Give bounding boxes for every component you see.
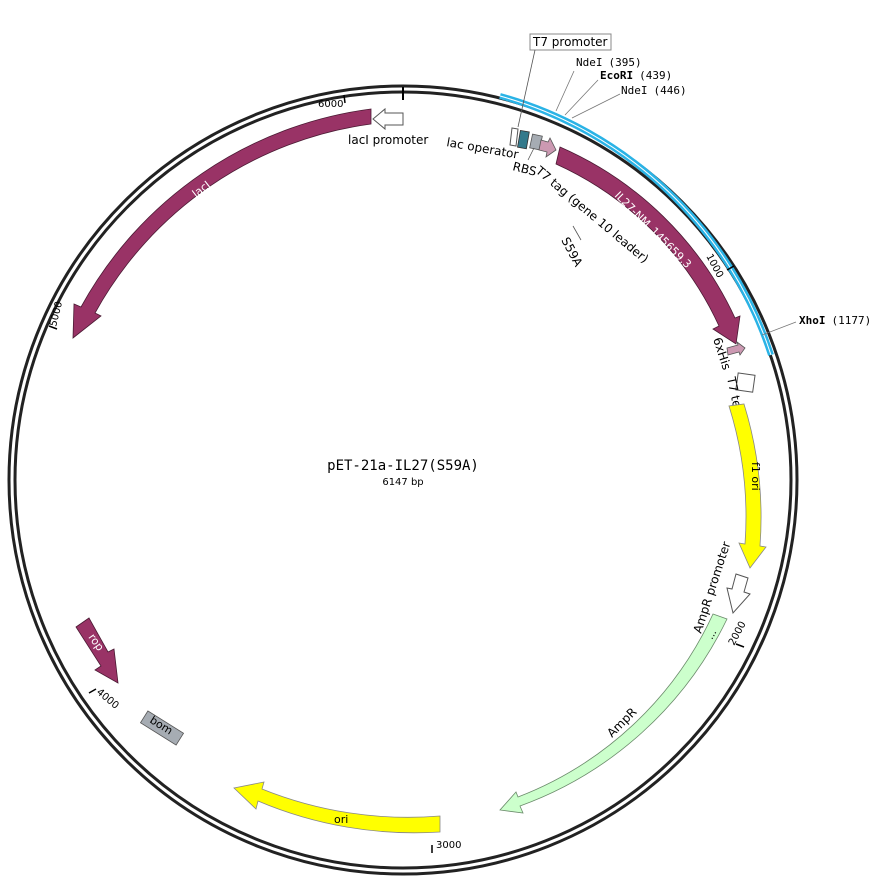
his-tag-label: 6xHis xyxy=(710,336,734,372)
s59a-label: S59A xyxy=(558,235,585,270)
his-tag-arrow xyxy=(726,340,746,356)
tick-4000: 4000 xyxy=(94,687,121,712)
svg-text:EcoRI(439): EcoRI (439) xyxy=(600,69,672,82)
svg-text:NdeI(395): NdeI (395) xyxy=(576,56,642,69)
laci-promoter-label: lacI promoter xyxy=(348,133,428,147)
t7-promoter-label: T7 promoter xyxy=(532,35,608,49)
t7-promoter-leader xyxy=(517,49,536,128)
ori-label: ori xyxy=(334,813,348,826)
t7-promoter-label-box xyxy=(529,33,612,51)
t7-tag-arrow xyxy=(538,137,557,158)
s59a-leader xyxy=(572,225,582,241)
tick-3000: 3000 xyxy=(436,840,461,851)
il27-insert-arrow xyxy=(555,146,741,345)
bom-box xyxy=(139,710,185,746)
tick-6000: 6000 xyxy=(318,99,343,110)
tick-2000: 2000 xyxy=(727,620,749,648)
restriction-site-ndei-395[interactable]: NdeI (395) xyxy=(555,56,642,112)
f1-ori-arrow xyxy=(728,403,767,569)
rbs-leader xyxy=(527,147,535,161)
restriction-site-ecori-439[interactable]: EcoRI (439) xyxy=(564,69,672,116)
ampr-dots: ... xyxy=(705,628,719,642)
t7-terminator-box xyxy=(735,372,756,393)
laci-promoter-arrow xyxy=(372,107,404,131)
tick-marks xyxy=(48,94,745,853)
rbs-label: RBS xyxy=(511,159,538,178)
ampr-promoter-arrow xyxy=(726,573,751,615)
f1-ori-label: f1 ori xyxy=(749,462,762,491)
plasmid-name: pET-21a-IL27(S59A) xyxy=(327,458,479,474)
lac-operator-label: lac operator xyxy=(445,135,519,161)
backbone-outer xyxy=(7,84,799,876)
restriction-site-ndei-446[interactable]: NdeI (446) xyxy=(571,84,687,119)
ampr-arrow xyxy=(499,613,728,814)
rop-arrow xyxy=(75,617,119,684)
insert-highlight-line xyxy=(499,95,772,356)
svg-text:XhoI(1177): XhoI (1177) xyxy=(799,314,871,327)
laci-arrow xyxy=(72,108,372,339)
svg-text:NdeI(446): NdeI (446) xyxy=(621,84,687,97)
plasmid-length: 6147 bp xyxy=(382,477,423,488)
lac-operator-box xyxy=(517,129,530,150)
ori-arrow xyxy=(233,781,441,834)
t7-promoter-arrow xyxy=(509,127,519,147)
restriction-site-xhoi-1177[interactable]: XhoI (1177) xyxy=(761,314,871,336)
